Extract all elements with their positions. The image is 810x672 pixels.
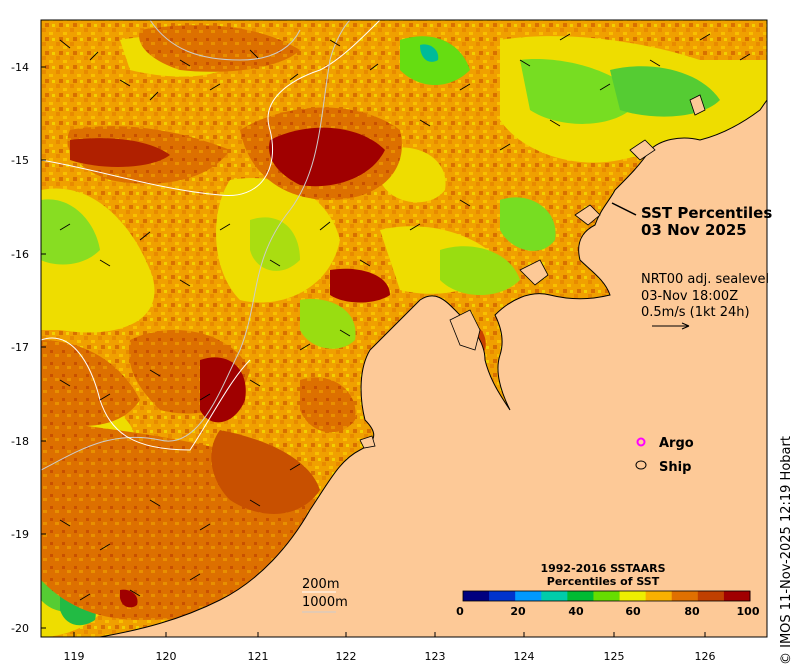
lon-label-119: 119 — [64, 650, 85, 663]
lat-label-15: -15 — [11, 154, 29, 167]
argo-marker-icon — [636, 437, 646, 447]
ship-legend-label: Ship — [659, 460, 691, 475]
coast-detail — [359, 94, 706, 449]
colorbar-swatch — [515, 591, 542, 601]
lat-label-16: -16 — [11, 248, 29, 261]
colorbar-swatch — [463, 591, 490, 601]
lon-label-126: 126 — [695, 650, 716, 663]
title-pointer — [611, 202, 637, 216]
colorbar-swatch — [671, 591, 699, 601]
colorbar — [463, 591, 751, 601]
lon-label-125: 125 — [604, 650, 625, 663]
colorbar-swatch — [697, 591, 725, 601]
currents-scale: 0.5m/s (1kt 24h) — [641, 305, 750, 320]
lat-label-14: -14 — [11, 61, 29, 74]
warm-anomalies — [41, 25, 486, 620]
isobaths — [41, 20, 381, 471]
colorbar-tick-100: 100 — [737, 605, 760, 618]
latitude-axis: -14 -15 -16 -17 -18 -19 -20 — [11, 61, 46, 635]
plot-frame — [40, 19, 768, 638]
colorbar-swatch — [619, 591, 647, 601]
longitude-axis: 119 120 121 122 123 124 125 126 — [64, 632, 716, 663]
argo-legend-label: Argo — [659, 436, 694, 451]
colorbar-subtitle: Percentiles of SST — [547, 575, 660, 588]
colorbar-tick-60: 60 — [625, 605, 641, 618]
land-mass — [99, 20, 767, 637]
map-title: SST Percentiles — [641, 204, 772, 222]
current-vectors — [59, 33, 751, 601]
colorbar-ticks: 0 20 40 60 80 100 — [456, 605, 760, 618]
credit-line: © IMOS 11-Nov-2025 12:19 Hobart — [779, 436, 794, 665]
colorbar-title: 1992-2016 SSTAARS — [540, 562, 665, 575]
isobath-200m-label: 200m — [302, 577, 339, 592]
colorbar-swatch — [723, 591, 751, 601]
lat-label-17: -17 — [11, 341, 29, 354]
lat-label-19: -19 — [11, 528, 29, 541]
colorbar-tick-80: 80 — [684, 605, 700, 618]
lon-label-120: 120 — [156, 650, 177, 663]
colorbar-tick-0: 0 — [456, 605, 464, 618]
colorbar-frame — [462, 590, 751, 602]
colorbar-swatch — [645, 591, 673, 601]
lon-label-123: 123 — [425, 650, 446, 663]
lat-label-18: -18 — [11, 435, 29, 448]
lon-label-122: 122 — [336, 650, 357, 663]
colorbar-tick-20: 20 — [510, 605, 526, 618]
colorbar-swatch — [567, 591, 594, 601]
colorbar-tick-40: 40 — [568, 605, 584, 618]
lon-label-124: 124 — [514, 650, 535, 663]
ship-marker-icon — [635, 460, 647, 470]
map-date: 03 Nov 2025 — [641, 221, 747, 239]
scale-arrow — [652, 322, 690, 330]
isobath-1000m-label: 1000m — [302, 595, 348, 610]
colorbar-swatch — [541, 591, 568, 601]
currents-time: 03-Nov 18:00Z — [641, 289, 738, 304]
currents-source: NRT00 adj. sealevel — [641, 272, 769, 287]
colorbar-swatch — [489, 591, 516, 601]
lon-label-121: 121 — [248, 650, 269, 663]
colorbar-swatch — [593, 591, 621, 601]
lat-label-20: -20 — [11, 622, 29, 635]
